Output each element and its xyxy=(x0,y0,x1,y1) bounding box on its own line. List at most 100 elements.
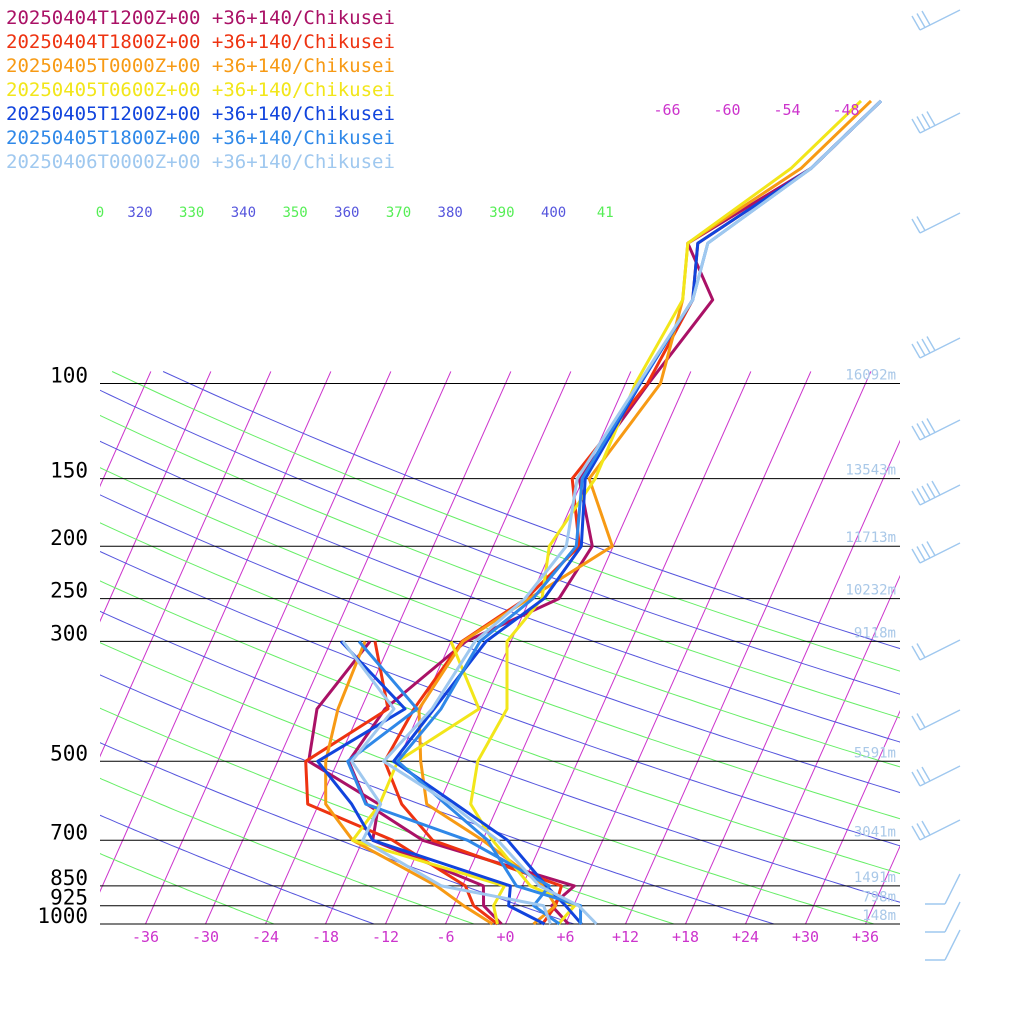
temperature-tick-label: -18 xyxy=(312,928,339,946)
isotherm-line xyxy=(205,371,452,924)
theta-label: 320 xyxy=(127,205,152,221)
isotherm-line xyxy=(265,371,512,924)
upper-temperature-label: -60 xyxy=(713,101,740,119)
temperature-tick-label: +18 xyxy=(672,928,699,946)
dewpoint-profile-line xyxy=(316,640,546,926)
legend-entry: 20250405T0600Z+00 +36+140/Chikusei xyxy=(6,79,395,101)
legend-entry: 20250404T1200Z+00 +36+140/Chikusei xyxy=(6,7,395,29)
height-label: 13543m xyxy=(845,463,896,479)
pressure-label: 925 xyxy=(50,886,88,910)
pressure-label: 850 xyxy=(50,866,88,890)
dry-adiabat-line xyxy=(100,467,900,768)
wind-barb xyxy=(925,901,961,933)
height-label: 798m xyxy=(862,890,896,906)
wind-barb xyxy=(911,819,961,841)
wind-barbs xyxy=(911,9,961,961)
legend-entry: 20250405T1800Z+00 +36+140/Chikusei xyxy=(6,127,395,149)
pressure-label: 500 xyxy=(50,741,88,765)
temperature-profile-line xyxy=(383,99,883,925)
isotherm-line xyxy=(625,371,872,924)
isotherm-line xyxy=(100,371,332,893)
dry-adiabat-line xyxy=(111,371,900,672)
wind-barb xyxy=(925,929,961,961)
isobar-lines xyxy=(100,383,900,925)
wind-barb xyxy=(911,418,961,441)
wind-barb xyxy=(911,709,961,731)
height-label: 5591m xyxy=(854,745,896,761)
temperature-tick-label: +6 xyxy=(556,928,574,946)
dewpoint-profile-line xyxy=(324,640,494,926)
theta-label: 0 xyxy=(96,205,104,221)
dry-adiabat-line xyxy=(100,522,900,820)
temperature-tick-label: +0 xyxy=(496,928,514,946)
height-label: 148m xyxy=(862,908,896,924)
height-label: 1491m xyxy=(854,870,896,886)
pressure-label: 200 xyxy=(50,526,88,550)
wind-barb xyxy=(911,639,961,661)
theta-label: 400 xyxy=(541,205,566,221)
dry-adiabat-line xyxy=(100,414,900,719)
isotherm-line xyxy=(100,371,212,623)
isotherm-line xyxy=(145,371,392,924)
legend-entry: 20250405T0000Z+00 +36+140/Chikusei xyxy=(6,55,395,77)
theta-label: 350 xyxy=(282,205,307,221)
temperature-tick-label: +30 xyxy=(792,928,819,946)
temperature-profile-line xyxy=(417,99,873,926)
dry-adiabat-line xyxy=(100,580,900,875)
theta-label: 41 xyxy=(597,205,614,221)
temperature-profile-line xyxy=(347,99,883,926)
height-label: 3041m xyxy=(854,824,896,840)
dry-adiabat-line xyxy=(100,389,900,695)
height-label: 16092m xyxy=(845,368,896,384)
pressure-label: 300 xyxy=(50,621,88,645)
isotherm-line xyxy=(986,371,1024,924)
theta-label: 390 xyxy=(489,205,514,221)
dry-adiabat-line xyxy=(100,674,775,924)
isotherm-line xyxy=(565,371,812,924)
temperature-tick-label: -12 xyxy=(372,928,399,946)
theta-label: 330 xyxy=(179,205,204,221)
sounding-profiles xyxy=(304,99,883,926)
legend-entry: 20250404T1800Z+00 +36+140/Chikusei xyxy=(6,31,395,53)
theta-label: 340 xyxy=(231,205,256,221)
temperature-tick-label: -30 xyxy=(192,928,219,946)
legend-entry: 20250405T1200Z+00 +36+140/Chikusei xyxy=(6,103,395,125)
isotherm-line xyxy=(0,371,31,924)
isotherm-line xyxy=(685,439,900,924)
dry-adiabat-line xyxy=(100,853,275,924)
isotherm-line xyxy=(805,709,900,924)
dewpoint-profile-line xyxy=(304,641,499,926)
legend-entry: 20250406T0000Z+00 +36+140/Chikusei xyxy=(6,151,395,173)
dry-adiabat-line xyxy=(100,707,675,924)
theta-label: 380 xyxy=(438,205,463,221)
temperature-tick-label: +24 xyxy=(732,928,759,946)
pressure-label: 100 xyxy=(50,364,88,388)
wind-barb xyxy=(911,212,961,234)
dry-adiabat-line xyxy=(100,550,900,847)
upper-temperature-label: -66 xyxy=(653,101,680,119)
dewpoint-profile-line xyxy=(346,640,561,926)
pressure-label: 150 xyxy=(50,459,88,483)
wind-barb xyxy=(911,480,961,506)
height-label: 11713m xyxy=(845,530,896,546)
wind-barb xyxy=(911,9,961,31)
wind-barb xyxy=(925,873,961,905)
wind-barb xyxy=(911,541,961,564)
temperature-tick-label: -24 xyxy=(252,928,279,946)
theta-label: 360 xyxy=(334,205,359,221)
pressure-label: 250 xyxy=(50,579,88,603)
isotherm-line xyxy=(100,371,152,488)
temperature-profile-line xyxy=(469,99,863,925)
dewpoint-profile-line xyxy=(351,640,506,925)
dry-adiabat-line xyxy=(162,371,900,650)
isotherm-line xyxy=(745,574,900,924)
dewpoint-profile-line xyxy=(307,640,503,926)
background-grid xyxy=(0,371,1024,924)
isotherm-line xyxy=(100,371,272,758)
legend: 20250404T1200Z+00 +36+140/Chikusei202504… xyxy=(6,7,395,173)
upper-temperature-label: -54 xyxy=(773,101,800,119)
height-label: 9118m xyxy=(854,625,896,641)
wind-barb xyxy=(911,765,961,787)
dry-adiabat-line xyxy=(100,494,900,794)
